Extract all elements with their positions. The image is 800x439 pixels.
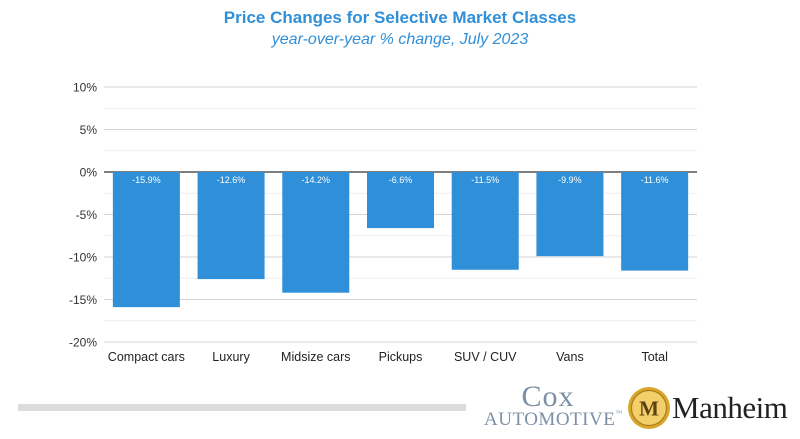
x-tick-label: Compact cars <box>108 350 185 364</box>
manheim-emblem-icon: M <box>628 387 670 429</box>
data-label: -11.5% <box>471 175 499 185</box>
footer-divider <box>18 404 466 411</box>
cox-logo-word: Cox <box>521 380 575 413</box>
data-label: -14.2% <box>302 175 331 185</box>
cox-logo-subword: AUTOMOTIVE™ <box>484 409 623 430</box>
chart-title: Price Changes for Selective Market Class… <box>223 8 577 27</box>
data-label: -11.6% <box>641 175 669 185</box>
manheim-logo-text: Manheim <box>672 390 788 425</box>
y-tick-label: 5% <box>80 123 98 137</box>
x-tick-label: Luxury <box>212 350 250 364</box>
chart-subtitle: year-over-year % change, July 2023 <box>271 31 529 48</box>
y-tick-label: -20% <box>69 336 97 350</box>
y-tick-label: 10% <box>73 81 97 95</box>
y-tick-label: 0% <box>80 166 98 180</box>
x-tick-label: Midsize cars <box>281 350 350 364</box>
data-label: -6.6% <box>389 175 413 185</box>
bar-pickups <box>367 172 434 229</box>
x-tick-label: SUV / CUV <box>454 350 517 364</box>
bar-luxury <box>197 172 265 280</box>
bar-suv-cuv <box>451 172 519 270</box>
bar-midsize-cars <box>282 172 350 293</box>
cox-automotive-logo: Cox AUTOMOTIVE™ <box>484 380 623 430</box>
axes: 10% 5% 0% -5% -10% -15% -20% Compact cars Luxury… <box>69 81 668 365</box>
x-tick-label: Pickups <box>379 350 423 364</box>
x-tick-label: Total <box>641 350 667 364</box>
bar-vans <box>536 172 604 257</box>
y-tick-label: -10% <box>69 251 97 265</box>
data-label: -12.6% <box>217 175 246 185</box>
x-tick-label: Vans <box>556 350 584 364</box>
bars: -15.9% -12.6% -14.2% -6.6% -11.5% -9.9% -11.6% <box>112 172 689 308</box>
bar-compact-cars <box>112 172 180 308</box>
y-tick-label: -15% <box>69 293 97 307</box>
data-label: -9.9% <box>558 175 582 185</box>
manheim-emblem-letter: M <box>639 397 659 421</box>
y-tick-label: -5% <box>76 208 98 222</box>
data-label: -15.9% <box>132 175 161 185</box>
bar-total <box>621 172 689 271</box>
